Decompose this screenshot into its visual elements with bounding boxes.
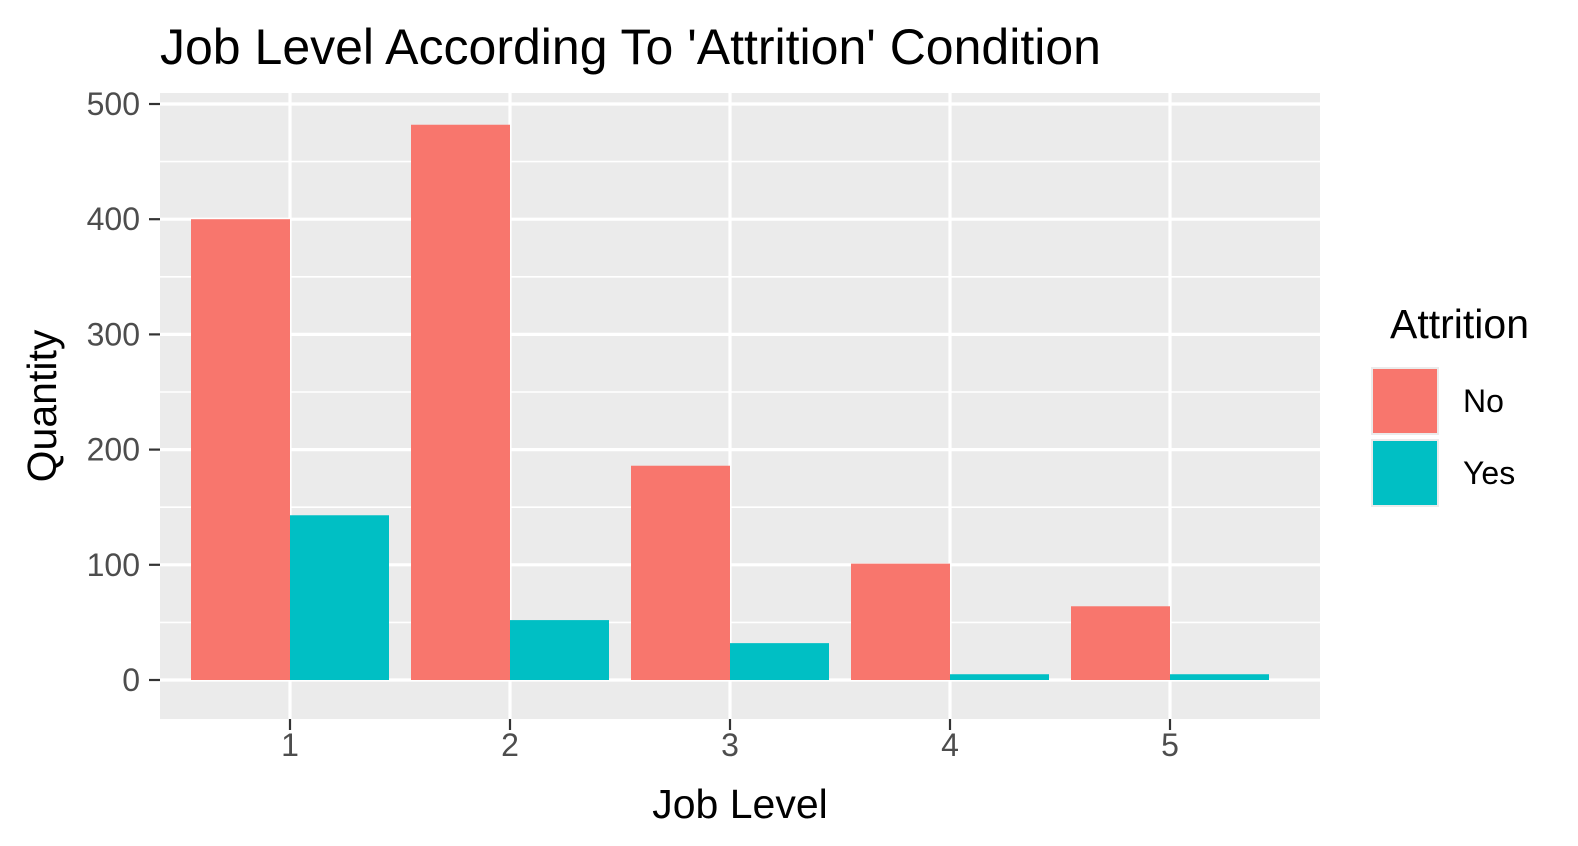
- bar-no-level-1: [191, 219, 290, 680]
- y-tick-label: 500: [87, 86, 140, 122]
- bar-no-level-2: [411, 124, 510, 680]
- bar-yes-level-5: [1170, 674, 1269, 680]
- x-axis: 1 2 3 4 5: [281, 719, 1179, 763]
- major-gridlines: [160, 93, 1320, 719]
- bar-no-level-5: [1071, 606, 1170, 680]
- y-tick-label: 0: [122, 662, 140, 698]
- x-tick-label: 3: [721, 727, 739, 763]
- y-axis-title: Quantity: [19, 329, 65, 482]
- legend-swatch-no: [1373, 369, 1437, 433]
- legend: Attrition No Yes: [1371, 301, 1529, 507]
- x-tick-label: 4: [941, 727, 959, 763]
- x-tick-label: 2: [501, 727, 519, 763]
- legend-label-no: No: [1463, 383, 1504, 419]
- legend-swatch-yes: [1373, 441, 1437, 505]
- legend-label-yes: Yes: [1463, 455, 1515, 491]
- bar-no-level-4: [851, 563, 950, 680]
- bar-yes-level-2: [510, 620, 609, 680]
- y-tick-label: 300: [87, 316, 140, 352]
- bar-yes-level-4: [950, 674, 1049, 680]
- x-axis-title: Job Level: [652, 781, 828, 827]
- y-tick-label: 200: [87, 432, 140, 468]
- bar-no-level-3: [631, 465, 730, 680]
- bar-yes-level-3: [730, 643, 829, 680]
- chart-title: Job Level According To 'Attrition' Condi…: [160, 19, 1101, 75]
- bar-yes-level-1: [290, 515, 389, 680]
- y-tick-label: 100: [87, 547, 140, 583]
- y-axis: 0 100 200 300 400 500: [87, 86, 160, 698]
- x-tick-label: 5: [1161, 727, 1179, 763]
- y-tick-label: 400: [87, 201, 140, 237]
- bars: [191, 124, 1269, 680]
- legend-title: Attrition: [1390, 301, 1529, 347]
- x-tick-label: 1: [281, 727, 299, 763]
